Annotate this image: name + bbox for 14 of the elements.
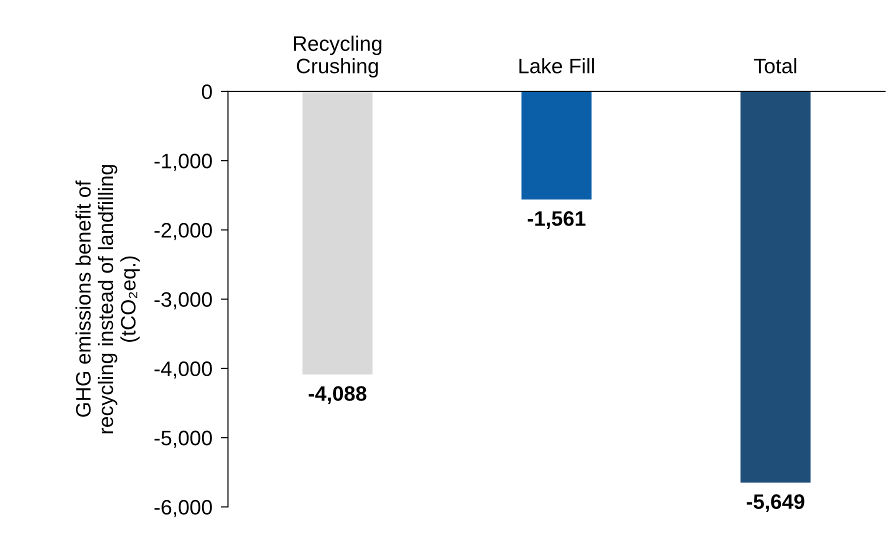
y-tick-label: -1,000 — [154, 154, 212, 171]
y-tick-label: -2,000 — [154, 222, 212, 240]
y-axis-title: GHG emissions benefit of recycling instead of landfilling (tCO₂eq.) — [75, 165, 140, 434]
y-tick-label: -4,000 — [154, 361, 212, 379]
data-label: -5,649 — [746, 494, 804, 512]
x-tick-label: Recycling Crushing — [294, 36, 382, 78]
x-tick-label: Lake Fill — [519, 58, 594, 74]
data-label: -1,561 — [528, 211, 586, 229]
y-tick-label: -6,000 — [154, 500, 212, 518]
x-tick-label: Total — [754, 58, 796, 74]
y-tick-label: 0 — [202, 84, 212, 100]
y-tick-label: -3,000 — [154, 292, 212, 310]
y-tick-label: -5,000 — [154, 430, 212, 448]
data-label: -4,088 — [308, 386, 366, 404]
